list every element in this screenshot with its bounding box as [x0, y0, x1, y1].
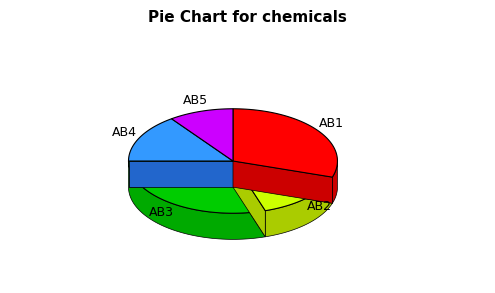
Polygon shape	[172, 109, 233, 161]
Text: AB1: AB1	[319, 117, 344, 130]
Polygon shape	[233, 161, 332, 211]
Polygon shape	[129, 119, 233, 161]
Polygon shape	[233, 161, 265, 237]
Polygon shape	[233, 161, 265, 237]
Polygon shape	[129, 161, 265, 239]
Text: AB2: AB2	[307, 200, 332, 213]
Text: AB5: AB5	[183, 94, 208, 107]
Polygon shape	[129, 161, 233, 187]
Polygon shape	[233, 161, 332, 203]
Text: AB3: AB3	[149, 206, 174, 219]
Polygon shape	[129, 161, 265, 213]
Polygon shape	[233, 161, 332, 203]
Text: Pie Chart for chemicals: Pie Chart for chemicals	[148, 10, 347, 25]
Polygon shape	[233, 109, 338, 177]
Polygon shape	[332, 162, 338, 203]
Polygon shape	[129, 161, 233, 187]
Polygon shape	[265, 177, 332, 237]
Text: AB4: AB4	[112, 125, 137, 139]
